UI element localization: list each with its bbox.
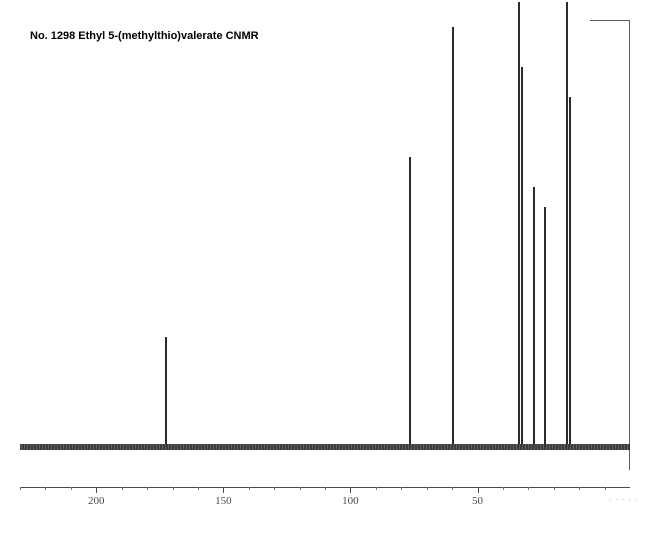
x-minor-tick xyxy=(20,487,21,490)
x-minor-tick xyxy=(554,487,555,490)
x-minor-tick xyxy=(147,487,148,490)
spectrum-peak xyxy=(569,97,571,447)
baseline xyxy=(20,444,630,450)
x-minor-tick xyxy=(325,487,326,490)
x-minor-tick xyxy=(173,487,174,490)
spectrum-peak xyxy=(533,187,535,447)
x-minor-tick xyxy=(452,487,453,490)
x-tick-label: 100 xyxy=(342,495,359,507)
x-minor-tick xyxy=(300,487,301,490)
x-minor-tick xyxy=(401,487,402,490)
x-minor-tick xyxy=(198,487,199,490)
x-major-tick xyxy=(350,487,351,493)
x-major-tick xyxy=(223,487,224,493)
spectrum-peak xyxy=(544,207,546,447)
x-tick-label: 200 xyxy=(88,495,105,507)
x-minor-tick xyxy=(274,487,275,490)
x-minor-tick xyxy=(528,487,529,490)
plot-area xyxy=(20,20,630,480)
x-minor-tick xyxy=(427,487,428,490)
x-tick-label: 150 xyxy=(215,495,232,507)
spectrum-peak xyxy=(521,67,523,447)
spectrum-peak xyxy=(409,157,411,447)
x-minor-tick xyxy=(122,487,123,490)
x-minor-tick xyxy=(249,487,250,490)
x-major-tick xyxy=(96,487,97,493)
x-tick-label: 50 xyxy=(472,495,483,507)
frame-top xyxy=(590,20,630,21)
spectrum-peak xyxy=(452,27,454,447)
x-minor-tick xyxy=(376,487,377,490)
spectrum-peak xyxy=(165,337,167,447)
x-minor-tick xyxy=(71,487,72,490)
x-axis: 200 150 100 50 xyxy=(20,487,630,517)
frame-right xyxy=(629,20,630,470)
x-minor-tick xyxy=(45,487,46,490)
x-major-tick xyxy=(478,487,479,493)
x-minor-tick xyxy=(605,487,606,490)
x-minor-tick xyxy=(503,487,504,490)
x-minor-tick xyxy=(579,487,580,490)
